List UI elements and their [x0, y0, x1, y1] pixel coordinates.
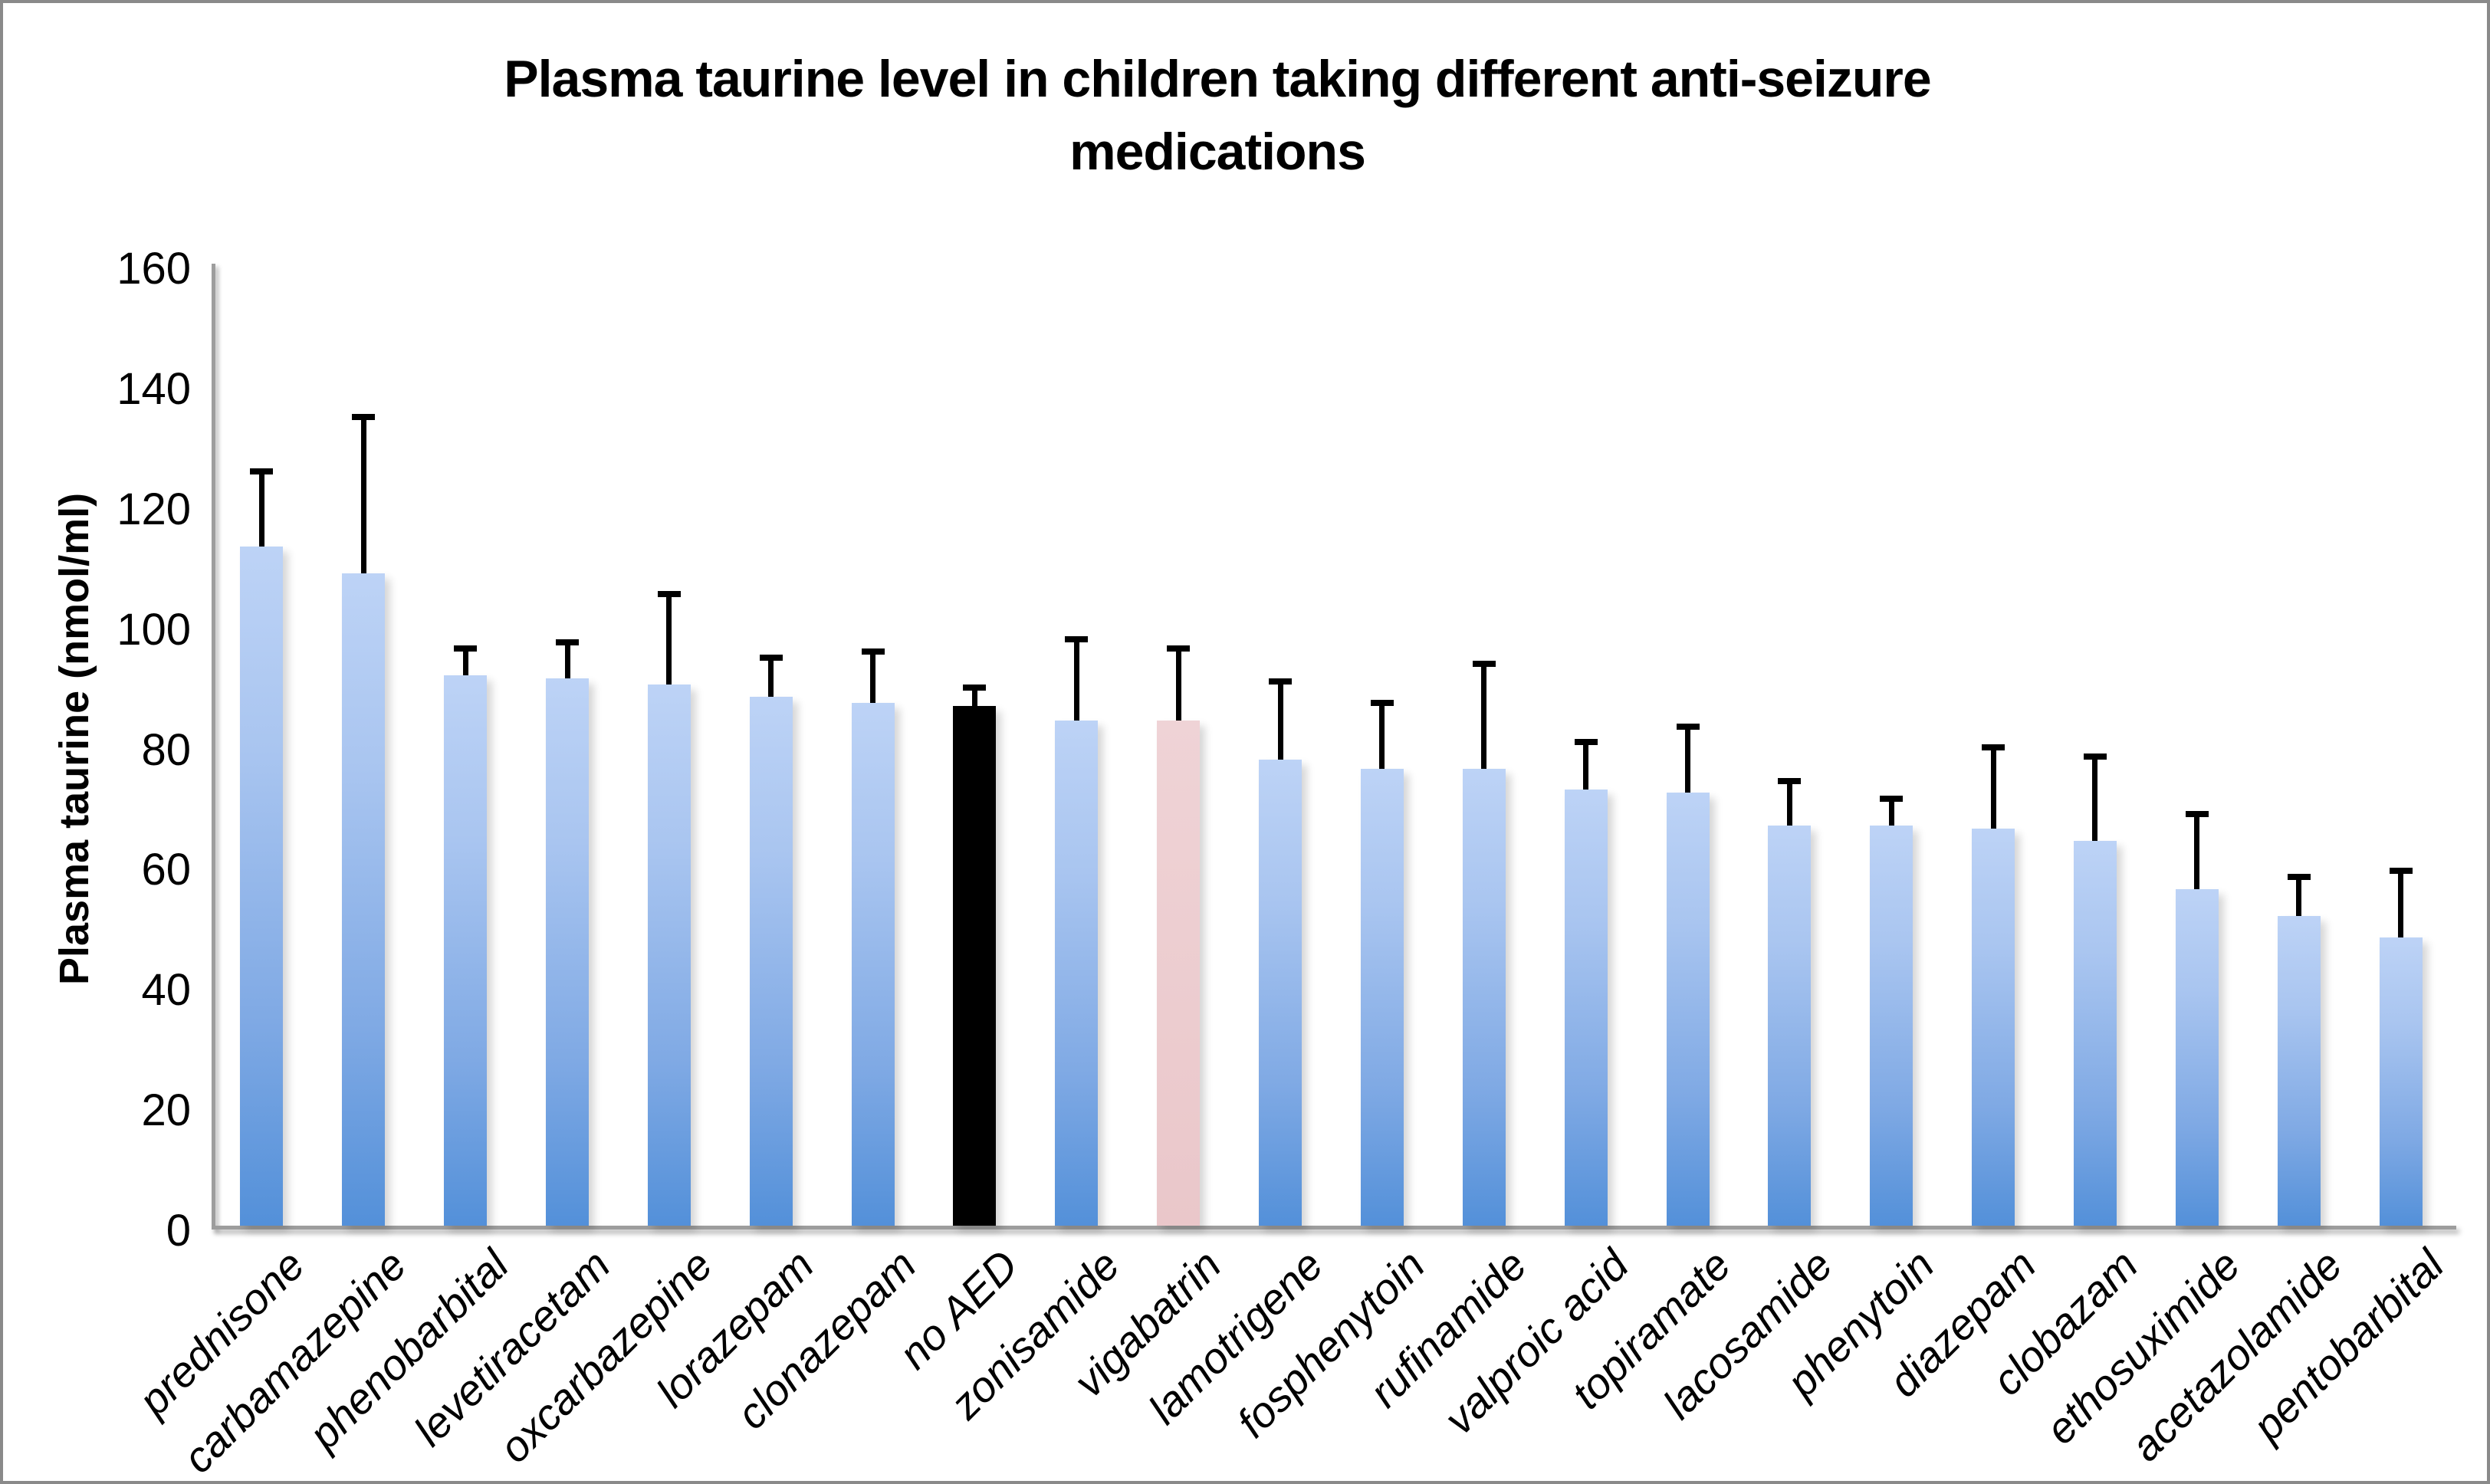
chart-title: Plasma taurine level in children taking … — [83, 43, 2352, 189]
error-bar-cap — [1778, 777, 1802, 784]
error-bar-cap — [556, 639, 580, 646]
error-bar-whisker — [1786, 780, 1792, 826]
error-bar-cap — [1982, 744, 2005, 751]
error-bar-whisker — [666, 594, 672, 685]
y-tick-label: 40 — [141, 965, 191, 1016]
error-bar-cap — [2083, 753, 2107, 760]
plot-area: prednisone carbamazepine phenobarbital leve… — [130, 264, 2456, 1481]
error-bar-cap — [963, 684, 987, 691]
y-tick-label: 60 — [141, 845, 191, 895]
bar-phenytoin — [1870, 826, 1913, 1226]
error-bar-whisker — [2092, 757, 2098, 841]
bar-carbamazepine — [342, 573, 386, 1226]
error-bar-cap — [1167, 645, 1191, 652]
error-bar-whisker — [1175, 648, 1181, 721]
y-tick-label: 0 — [166, 1206, 191, 1256]
y-tick-label: 80 — [141, 724, 191, 775]
bar-zonisamide — [1055, 721, 1099, 1226]
y-tick-label: 120 — [117, 484, 191, 534]
error-bar-whisker — [2398, 871, 2404, 937]
error-bar-whisker — [1379, 702, 1385, 769]
error-bar-cap — [1472, 660, 1496, 667]
error-bar-whisker — [360, 417, 366, 573]
chart-title-line1: Plasma taurine level in children taking … — [504, 50, 1931, 108]
bar-ethosuximide — [2175, 888, 2219, 1226]
error-bar-cap — [352, 414, 376, 421]
error-bar-whisker — [1583, 741, 1589, 790]
error-bar-whisker — [1990, 747, 1996, 829]
error-bar-cap — [1370, 699, 1394, 706]
y-axis-line — [212, 264, 215, 1230]
error-bar-cap — [250, 468, 274, 474]
error-bar-whisker — [462, 648, 468, 676]
error-bar-cap — [1676, 723, 1700, 730]
bar-clonazepam — [851, 702, 895, 1226]
bar-fosphenytoin — [1360, 768, 1404, 1226]
error-bar-whisker — [768, 657, 774, 697]
error-bar-cap — [1880, 796, 1904, 803]
error-bar-cap — [759, 654, 783, 661]
bar-lorazepam — [749, 696, 793, 1226]
bar-valproic-acid — [1564, 790, 1608, 1226]
error-bar-whisker — [2194, 813, 2200, 889]
y-tick-label: 160 — [117, 244, 191, 294]
error-bar-cap — [1065, 636, 1089, 643]
error-bar-cap — [454, 645, 478, 652]
bar-pentobarbital — [2379, 937, 2423, 1226]
bar-no-AED — [953, 705, 997, 1226]
error-bar-whisker — [1685, 726, 1691, 793]
bar-levetiracetam — [546, 678, 590, 1226]
bar-prednisone — [240, 546, 284, 1226]
error-bar-cap — [861, 648, 885, 655]
bar-phenobarbital — [444, 675, 488, 1226]
y-tick-label: 140 — [117, 363, 191, 414]
y-tick-label: 100 — [117, 604, 191, 655]
error-bar-whisker — [1277, 681, 1283, 760]
error-bar-whisker — [1073, 639, 1079, 721]
x-axis-line — [212, 1226, 2456, 1230]
bar-diazepam — [1972, 829, 2015, 1226]
y-tick-label: 20 — [141, 1085, 191, 1136]
error-bar-cap — [1269, 678, 1293, 685]
error-bar-whisker — [870, 651, 876, 703]
bar-acetazolamide — [2277, 916, 2321, 1226]
bar-topiramate — [1666, 793, 1710, 1226]
error-bar-whisker — [2296, 877, 2302, 917]
chart-title-line2: medications — [1069, 123, 1366, 182]
bar-lacosamide — [1768, 826, 1812, 1226]
error-bar-cap — [2389, 868, 2413, 875]
error-bar-whisker — [1888, 799, 1894, 826]
bar-vigabatrin — [1157, 721, 1201, 1226]
error-bar-whisker — [1481, 663, 1487, 769]
error-bar-whisker — [564, 642, 570, 679]
error-bar-whisker — [971, 687, 977, 706]
error-bar-whisker — [258, 471, 264, 547]
error-bar-cap — [2185, 810, 2209, 817]
error-bar-cap — [1574, 738, 1598, 745]
error-bar-cap — [657, 591, 681, 598]
error-bar-cap — [2287, 874, 2311, 881]
bar-rufinamide — [1462, 768, 1506, 1226]
bar-lamotrigene — [1259, 760, 1302, 1226]
bar-clobazam — [2073, 841, 2117, 1226]
bar-oxcarbazepine — [647, 685, 691, 1226]
